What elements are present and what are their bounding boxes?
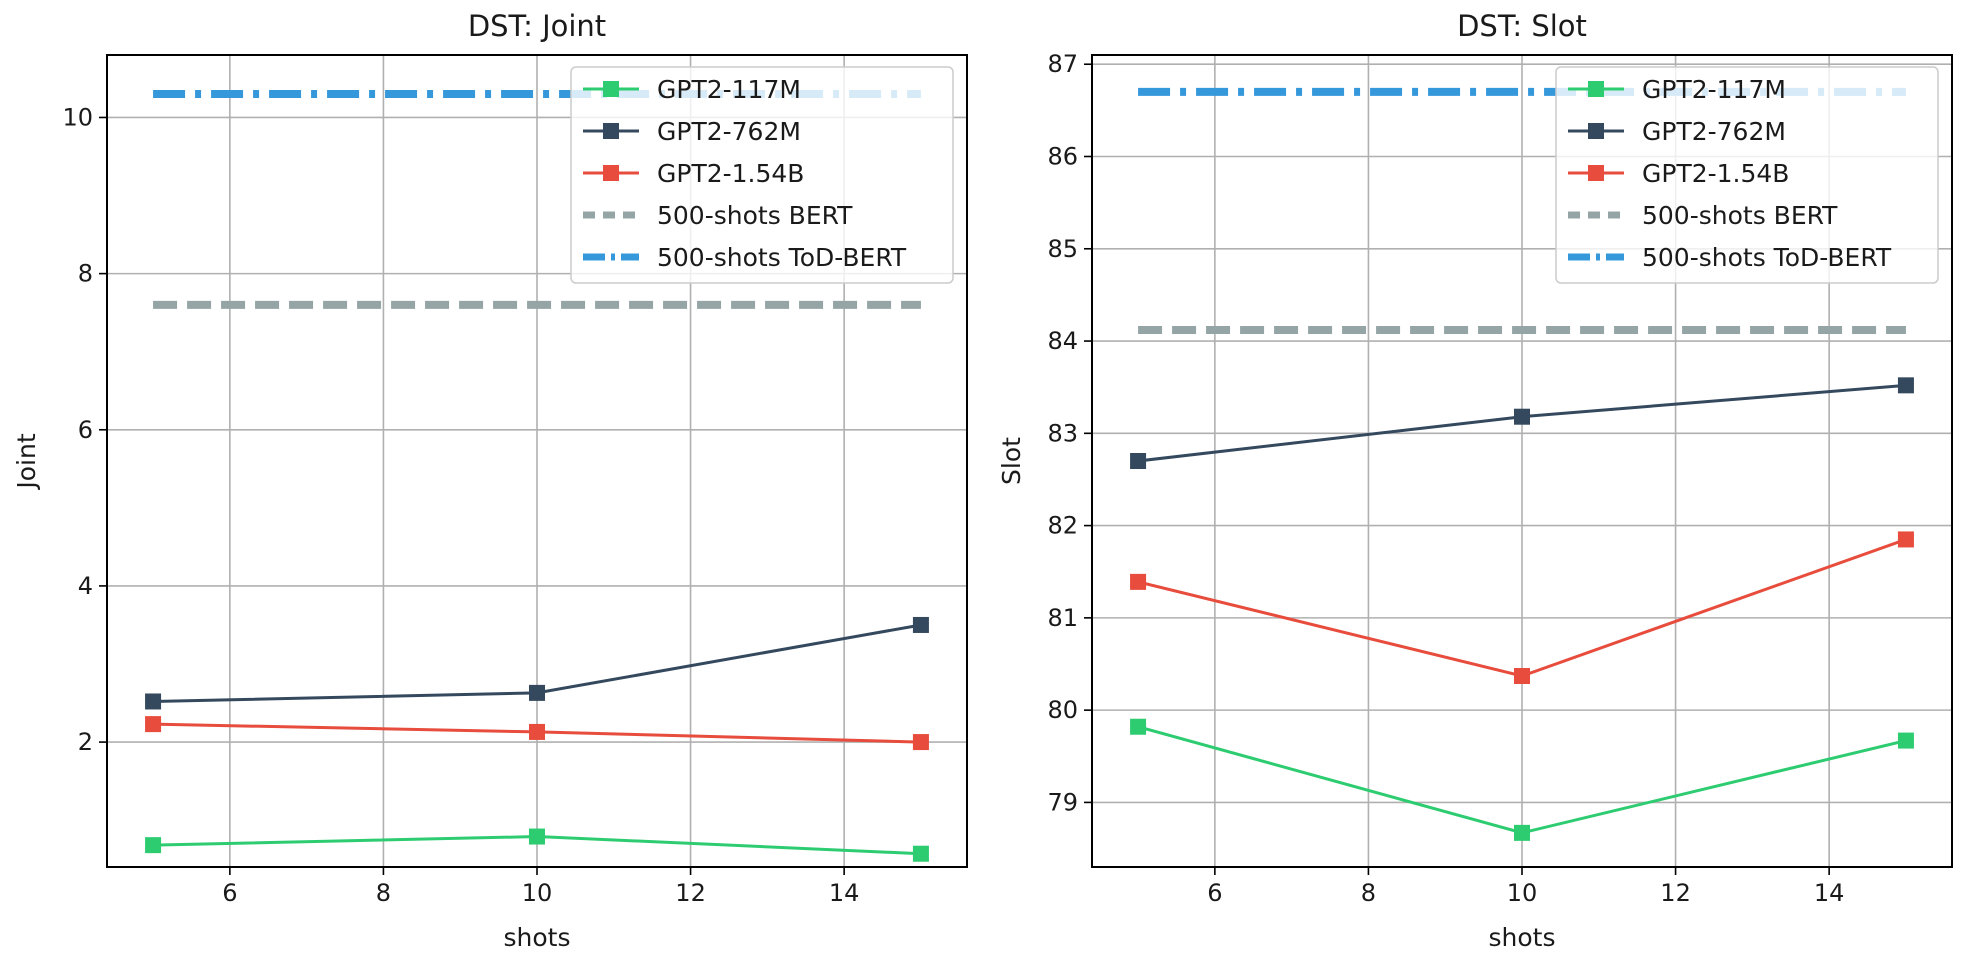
data-point-gpt2-1-54b — [145, 716, 162, 733]
data-point-gpt2-117m — [529, 828, 545, 845]
data-point-gpt2-117m — [1514, 824, 1530, 841]
x-tick-label: 14 — [829, 879, 860, 907]
y-tick-label: 84 — [1047, 327, 1078, 355]
y-tick-label: 82 — [1047, 512, 1078, 540]
legend-label-gpt2-117m: GPT2-117M — [1642, 75, 1786, 104]
legend-label-500-shots-tod-bert: 500-shots ToD-BERT — [1642, 243, 1892, 272]
x-tick-label: 10 — [1507, 879, 1538, 907]
data-point-gpt2-762m — [145, 693, 162, 710]
y-axis-label: Joint — [12, 433, 41, 490]
y-tick-label: 80 — [1047, 696, 1078, 724]
data-point-gpt2-762m — [529, 684, 545, 701]
x-axis-label: shots — [504, 923, 571, 952]
x-tick-label: 8 — [1361, 879, 1376, 907]
y-tick-label: 81 — [1047, 604, 1078, 632]
y-tick-label: 2 — [78, 728, 93, 756]
legend-swatch-marker — [603, 81, 619, 97]
legend-swatch-marker — [1588, 123, 1604, 139]
data-point-gpt2-1-54b — [1130, 573, 1147, 590]
legend-label-gpt2-1-54b: GPT2-1.54B — [1642, 159, 1789, 188]
data-point-gpt2-117m — [1897, 732, 1914, 749]
data-point-gpt2-117m — [145, 837, 162, 854]
y-tick-label: 8 — [78, 260, 93, 288]
legend-label-500-shots-bert: 500-shots BERT — [1642, 201, 1838, 230]
x-tick-label: 12 — [675, 879, 706, 907]
legend-swatch-marker — [1588, 81, 1604, 97]
data-point-gpt2-762m — [912, 616, 929, 633]
data-point-gpt2-762m — [1130, 453, 1147, 469]
x-axis-label: shots — [1489, 923, 1556, 952]
legend-label-500-shots-tod-bert: 500-shots ToD-BERT — [657, 243, 907, 272]
y-tick-label: 87 — [1047, 50, 1078, 78]
legend-swatch-marker — [1588, 165, 1604, 181]
y-tick-label: 83 — [1047, 419, 1078, 447]
y-axis-label: Slot — [997, 437, 1026, 485]
legend-label-gpt2-762m: GPT2-762M — [1642, 117, 1786, 146]
chart-title: DST: Slot — [1457, 9, 1587, 43]
legend-box — [570, 66, 954, 284]
legend-label-gpt2-117m: GPT2-117M — [657, 75, 801, 104]
data-point-gpt2-1-54b — [1897, 531, 1914, 548]
legend-label-gpt2-762m: GPT2-762M — [657, 117, 801, 146]
chart-panel-1: 6 8 10 12 14 2 4 6 8 10 DST: Joint shots Joint GPT2-1… — [12, 9, 968, 952]
x-tick-label: 6 — [222, 879, 237, 907]
plot-frame — [106, 54, 968, 868]
data-point-gpt2-1-54b — [529, 723, 545, 740]
chart-title: DST: Joint — [468, 9, 606, 43]
legend-box — [1555, 66, 1939, 284]
data-point-gpt2-117m — [912, 845, 929, 862]
data-point-gpt2-1-54b — [912, 734, 929, 751]
plot-frame — [1091, 54, 1953, 868]
x-tick-label: 8 — [376, 879, 391, 907]
x-tick-label: 10 — [522, 879, 553, 907]
y-tick-label: 6 — [78, 416, 93, 444]
x-tick-label: 12 — [1660, 879, 1691, 907]
data-point-gpt2-762m — [1514, 408, 1530, 425]
y-tick-label: 85 — [1047, 235, 1078, 263]
legend-label-gpt2-1-54b: GPT2-1.54B — [657, 159, 804, 188]
legend-label-500-shots-bert: 500-shots BERT — [657, 201, 853, 230]
x-tick-label: 14 — [1814, 879, 1845, 907]
data-point-gpt2-117m — [1130, 718, 1147, 735]
legend-swatch-marker — [603, 165, 619, 181]
data-point-gpt2-1-54b — [1514, 667, 1530, 684]
y-tick-label: 10 — [62, 103, 93, 131]
y-tick-label: 79 — [1047, 788, 1078, 816]
data-point-gpt2-762m — [1897, 377, 1914, 394]
x-tick-label: 6 — [1207, 879, 1222, 907]
y-tick-label: 4 — [78, 572, 93, 600]
y-tick-label: 86 — [1047, 143, 1078, 171]
legend-swatch-marker — [603, 123, 619, 139]
chart-panel-2: 6 8 10 12 14 79 80 81 82 83 84 85 86 87 DST: Slot shots… — [997, 9, 1953, 952]
